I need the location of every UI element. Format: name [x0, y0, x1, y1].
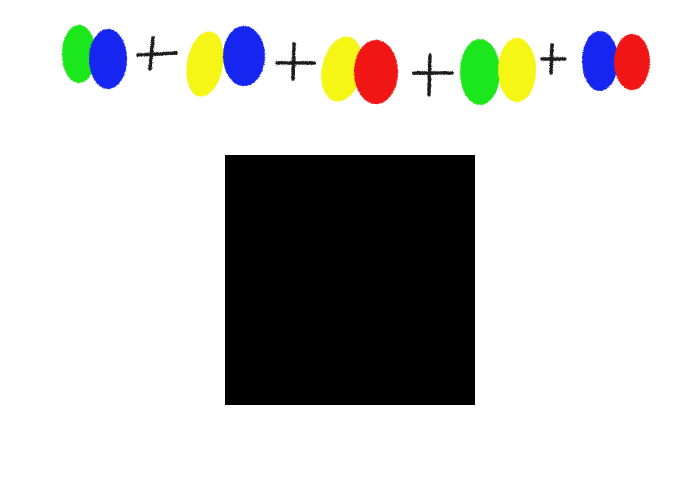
blob-pair-3 [321, 36, 398, 104]
red-blob [354, 40, 398, 104]
color-equation [62, 25, 650, 105]
blob-pair-1 [62, 25, 127, 89]
blob-pair-2 [186, 26, 265, 97]
blob-pair-5 [582, 31, 650, 91]
plus-icon [540, 43, 567, 75]
blue-blob [223, 26, 265, 86]
green-blob [460, 39, 500, 105]
plus-icon [136, 36, 178, 71]
yellow-blob [321, 36, 363, 102]
black-square [225, 155, 475, 405]
blue-blob [89, 29, 127, 89]
blob-pair-4 [460, 38, 536, 105]
yellow-blob [498, 38, 536, 102]
plus-icon [275, 42, 316, 81]
blue-blob [582, 31, 618, 91]
red-blob [614, 34, 650, 90]
plus-icon [412, 53, 454, 97]
green-blob [62, 25, 96, 83]
yellow-blob [186, 31, 224, 97]
